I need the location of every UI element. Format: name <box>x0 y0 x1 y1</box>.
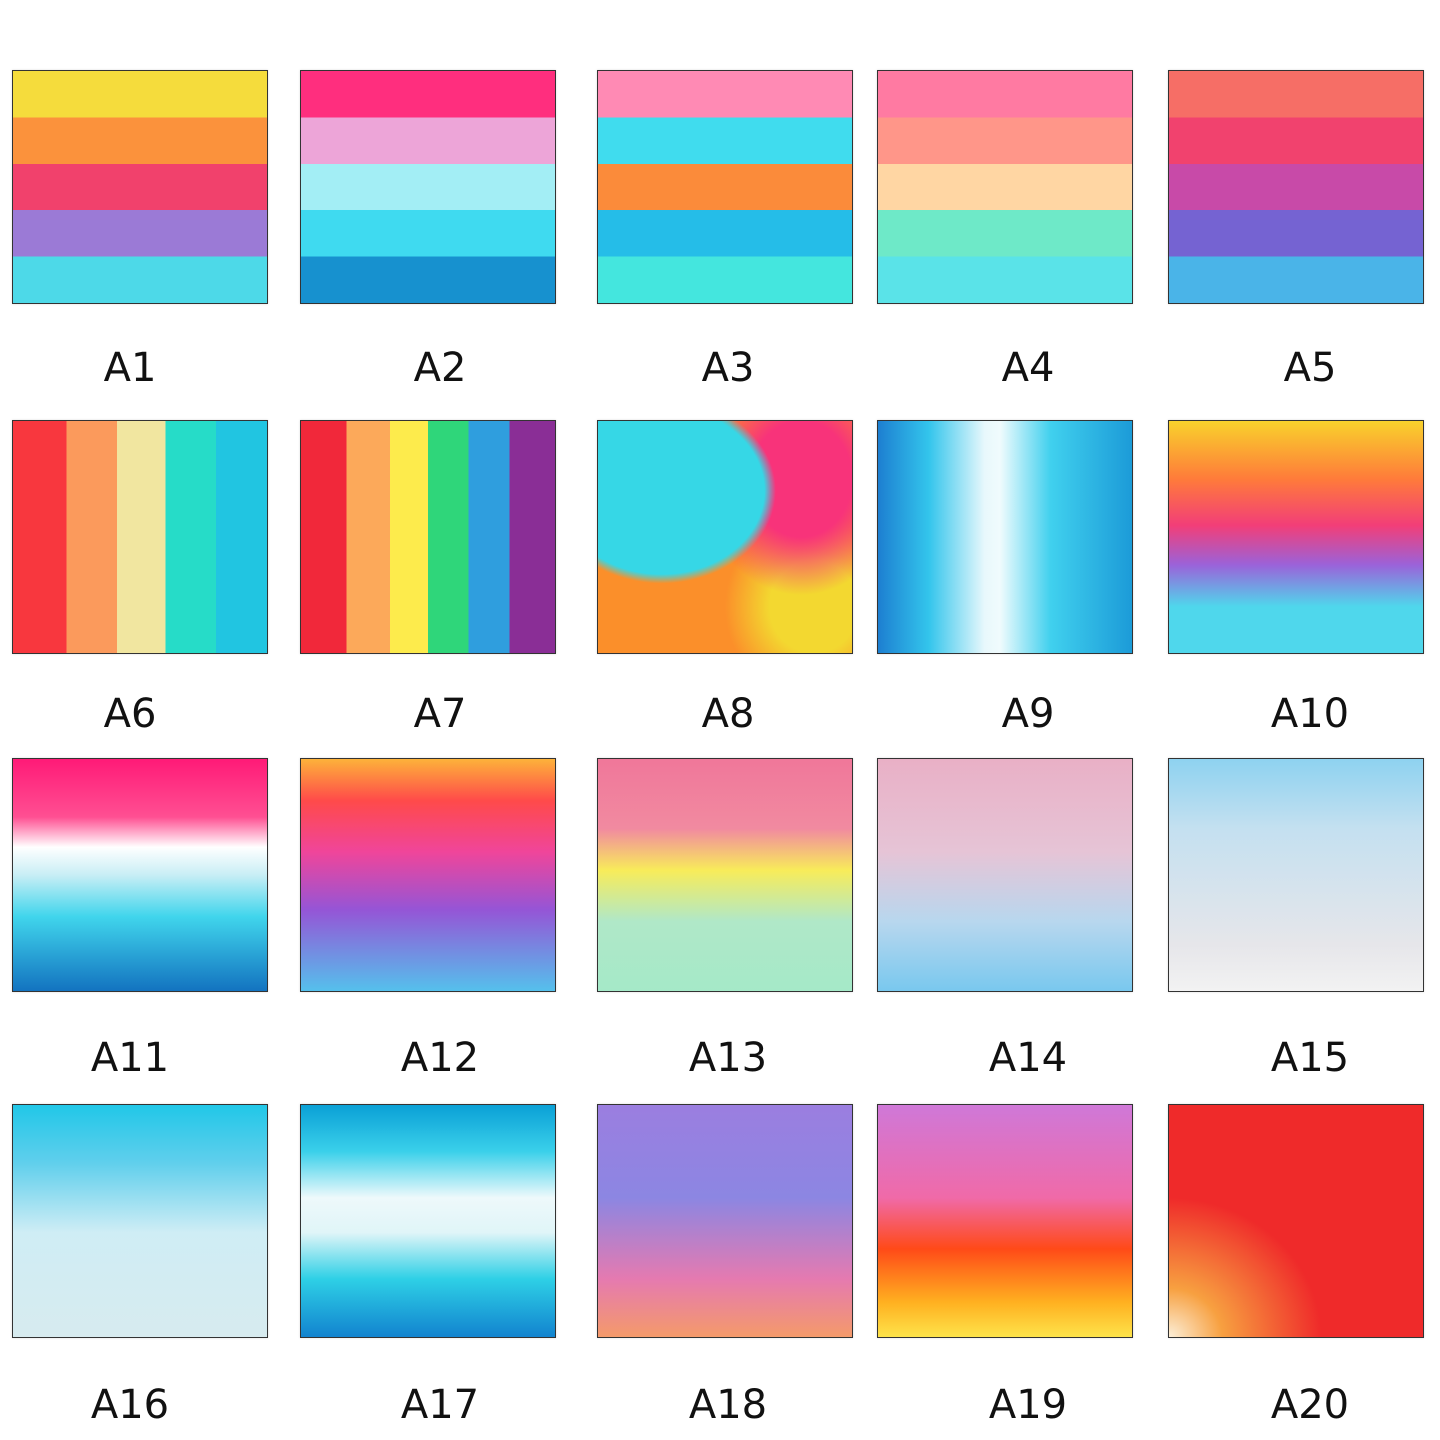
color-swatch <box>877 1104 1133 1338</box>
swatch-label: A15 <box>1270 1035 1350 1081</box>
swatch-label: A6 <box>103 691 157 737</box>
swatch-label: A5 <box>1283 345 1337 391</box>
swatch-label: A9 <box>1001 691 1055 737</box>
swatch-label: A18 <box>688 1382 768 1428</box>
color-swatch <box>1168 1104 1424 1338</box>
color-swatch <box>300 420 556 654</box>
color-swatch <box>12 70 268 304</box>
swatch-label: A11 <box>90 1035 170 1081</box>
color-swatch <box>877 70 1133 304</box>
color-swatch <box>12 1104 268 1338</box>
swatch-label: A16 <box>90 1382 170 1428</box>
color-swatch <box>12 758 268 992</box>
color-swatch <box>597 758 853 992</box>
color-swatch <box>12 420 268 654</box>
swatch-label: A4 <box>1001 345 1055 391</box>
swatch-label: A10 <box>1270 691 1350 737</box>
swatch-label: A1 <box>103 345 157 391</box>
color-swatch <box>597 420 853 654</box>
swatch-label: A12 <box>400 1035 480 1081</box>
swatch-label: A14 <box>988 1035 1068 1081</box>
swatch-label: A3 <box>701 345 755 391</box>
color-swatch <box>877 758 1133 992</box>
color-swatch <box>1168 420 1424 654</box>
color-swatch <box>877 420 1133 654</box>
color-swatch <box>300 1104 556 1338</box>
swatch-label: A8 <box>701 691 755 737</box>
color-swatch <box>300 70 556 304</box>
color-swatch <box>1168 758 1424 992</box>
swatch-label: A17 <box>400 1382 480 1428</box>
color-swatch <box>300 758 556 992</box>
color-swatch <box>597 70 853 304</box>
swatch-label: A20 <box>1270 1382 1350 1428</box>
color-swatch <box>1168 70 1424 304</box>
swatch-label: A13 <box>688 1035 768 1081</box>
swatch-label: A2 <box>413 345 467 391</box>
color-swatch <box>597 1104 853 1338</box>
swatch-label: A7 <box>413 691 467 737</box>
swatch-label: A19 <box>988 1382 1068 1428</box>
